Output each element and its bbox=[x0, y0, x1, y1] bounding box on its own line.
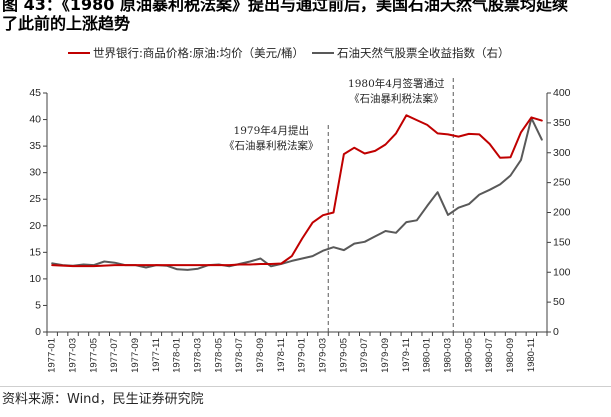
legend-swatch-crude-oil-price bbox=[68, 52, 90, 54]
x-tick-label: 1980-01 bbox=[422, 338, 433, 373]
event-annotation-text: 《石油暴利税法案》 bbox=[349, 92, 444, 105]
x-tick-label: 1979-09 bbox=[380, 338, 391, 373]
x-tick-label: 1977-07 bbox=[109, 338, 120, 373]
y-left-tick-label: 35 bbox=[29, 140, 41, 152]
y-left-tick-label: 10 bbox=[29, 273, 41, 285]
legend-swatch-oil-gas-stock-index bbox=[312, 52, 334, 54]
y-left-tick-label: 5 bbox=[35, 299, 41, 311]
y-right-tick-label: 400 bbox=[553, 87, 571, 99]
y-left-tick-label: 30 bbox=[29, 167, 41, 179]
y-right-tick-label: 50 bbox=[553, 296, 565, 308]
x-tick-label: 1980-03 bbox=[443, 338, 454, 373]
y-left-tick-label: 0 bbox=[35, 326, 41, 338]
legend-label-crude-oil-price: 世界银行:商品价格:原油:均价（美元/桶） bbox=[93, 46, 304, 60]
y-left-tick-label: 20 bbox=[29, 220, 41, 232]
y-left-tick-label: 25 bbox=[29, 193, 41, 205]
y-right-tick-label: 0 bbox=[553, 326, 559, 338]
x-tick-label: 1980-05 bbox=[463, 338, 474, 373]
x-tick-label: 1980-11 bbox=[526, 338, 537, 372]
x-tick-label: 1978-09 bbox=[255, 338, 266, 373]
y-right-tick-label: 300 bbox=[553, 147, 571, 159]
y-right-tick-label: 250 bbox=[553, 177, 571, 189]
x-tick-label: 1978-07 bbox=[234, 338, 245, 373]
y-right-tick-label: 150 bbox=[553, 236, 571, 248]
x-tick-label: 1979-01 bbox=[297, 338, 308, 373]
source-divider bbox=[0, 386, 611, 387]
x-tick-label: 1978-01 bbox=[172, 338, 183, 373]
x-tick-label: 1978-11 bbox=[276, 338, 287, 372]
x-tick-label: 1978-05 bbox=[213, 338, 224, 373]
figure-title-line-1: 图 43：《1980 原油暴利税法案》提出与通过前后，美国石油天然气股票均延续 bbox=[2, 0, 568, 14]
y-left-tick-label: 45 bbox=[29, 87, 41, 99]
event-annotation-text: 1980年4月签署通过 bbox=[348, 77, 445, 90]
x-tick-label: 1979-05 bbox=[338, 338, 349, 373]
y-right-tick-label: 350 bbox=[553, 117, 571, 129]
x-tick-label: 1977-03 bbox=[68, 338, 79, 373]
series-line-crude-oil-price bbox=[51, 114, 543, 268]
y-left-tick-label: 40 bbox=[29, 114, 41, 126]
figure-title-line-2: 了此前的上涨趋势 bbox=[2, 14, 131, 33]
legend-label-oil-gas-stock-index: 石油天然气股票全收益指数（右） bbox=[337, 46, 510, 60]
figure-title: 图 43：《1980 原油暴利税法案》提出与通过前后，美国石油天然气股票均延续 … bbox=[2, 0, 608, 33]
x-tick-label: 1980-07 bbox=[484, 338, 495, 373]
y-left-tick-label: 15 bbox=[29, 246, 41, 258]
x-tick-label: 1977-09 bbox=[130, 338, 141, 373]
x-tick-label: 1979-03 bbox=[318, 338, 329, 373]
y-right-tick-label: 200 bbox=[553, 207, 571, 219]
event-annotation-text: 1979年4月提出 bbox=[234, 124, 309, 137]
x-tick-label: 1980-09 bbox=[505, 338, 516, 373]
event-annotation-text: 《石油暴利税法案》 bbox=[224, 139, 319, 152]
source-note: 资料来源：Wind，民生证券研究院 bbox=[2, 392, 204, 407]
x-tick-label: 1978-03 bbox=[193, 338, 204, 373]
x-tick-label: 1977-11 bbox=[151, 338, 162, 372]
x-tick-label: 1979-11 bbox=[401, 338, 412, 372]
x-tick-label: 1977-05 bbox=[88, 338, 99, 373]
x-tick-label: 1979-07 bbox=[359, 338, 370, 373]
x-tick-label: 1977-01 bbox=[47, 338, 58, 373]
y-right-tick-label: 100 bbox=[553, 266, 571, 278]
